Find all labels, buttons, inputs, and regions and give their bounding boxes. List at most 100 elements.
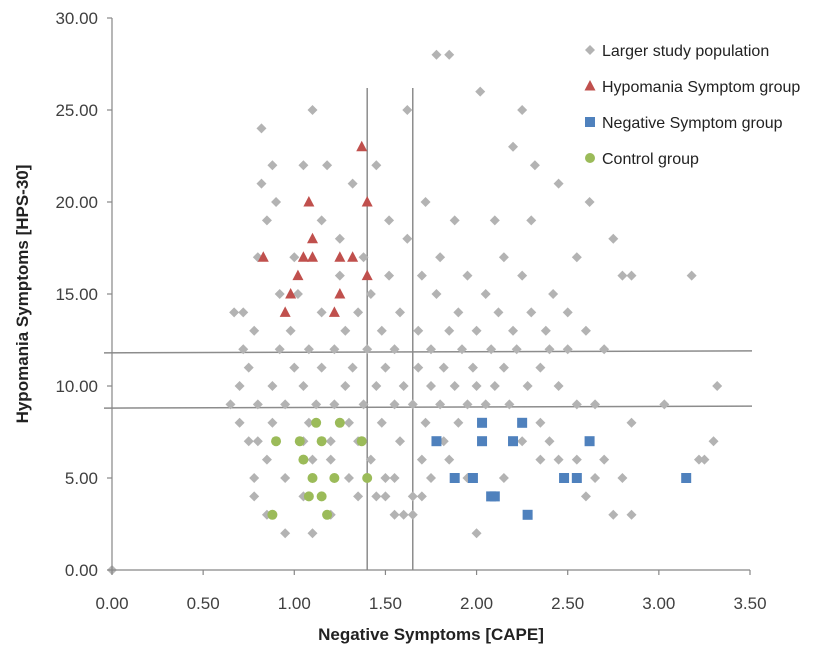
triangle-point [292,269,304,281]
x-tick-label: 2.00 [460,594,493,613]
diamond-point [590,399,601,410]
diamond-point [522,381,533,391]
diamond-point [693,454,704,465]
diamond-point [225,399,236,410]
diamond-point [471,528,482,539]
circle-point [356,436,367,447]
diamond-point [252,436,263,447]
diamond-point [249,491,260,502]
circle-point [322,509,333,520]
diamond-point [590,473,601,483]
square-point [571,473,582,483]
diamond-point [431,49,442,60]
diamond-point [365,454,376,465]
legend-label: Hypomania Symptom group [602,79,800,96]
diamond-point [626,509,637,520]
x-tick-label: 0.00 [95,594,128,613]
diamond-point [480,399,491,410]
legend-marker-diamond [585,45,595,55]
diamond-point [280,399,291,410]
diamond-point [407,491,418,502]
diamond-point [289,362,300,373]
y-tick-label: 30.00 [55,9,98,28]
diamond-point [343,473,354,483]
circle-point [298,454,309,465]
diamond-point [699,454,710,465]
diamond-point [449,381,460,391]
diamond-point [298,381,309,391]
diamond-point [420,417,431,428]
diamond-point [376,417,387,428]
diamond-point [249,325,260,336]
diamond-point [322,160,333,171]
diamond-point [334,270,345,281]
diamond-point [261,454,272,465]
diamond-point [508,141,519,152]
diamond-point [438,362,449,373]
diamond-point [708,436,719,447]
diamond-point [384,270,395,281]
x-tick-label: 0.50 [187,594,220,613]
x-tick-label: 1.00 [278,594,311,613]
square-point [431,436,442,447]
diamond-point [489,381,500,391]
diamond-point [444,325,455,336]
diamond-point [407,399,418,410]
diamond-point [274,344,285,355]
diamond-point [380,473,391,483]
diamond-point [416,491,427,502]
diamond-point [475,86,486,97]
legend-label: Larger study population [602,43,769,60]
diamond-point [329,399,340,410]
diamond-point [426,473,436,483]
diamond-point [580,491,591,502]
horizontal-reference-line [103,405,753,409]
x-axis-title: Negative Symptoms [CAPE] [318,625,544,644]
diamond-point [280,473,291,483]
diamond-point [517,270,528,281]
diamond-point [395,307,406,318]
horizontal-reference-line [103,350,753,354]
triangle-point [361,196,373,207]
diamond-point [553,381,564,391]
circle-point [303,491,314,502]
diamond-point [444,49,455,60]
diamond-point [380,362,391,373]
diamond-point [252,399,263,410]
diamond-point [462,399,473,410]
diamond-point [535,417,546,428]
diamond-point [316,307,327,318]
legend-label: Negative Symptom group [602,115,783,132]
diamond-point [267,381,278,391]
diamond-point [553,178,564,189]
diamond-point [325,436,336,447]
diamond-point [395,436,406,447]
diamond-point [376,325,387,336]
diamond-point [271,197,282,207]
diamond-point [599,454,610,465]
circle-point [329,473,340,483]
diamond-point [362,344,373,355]
square-point [584,436,595,447]
diamond-point [529,160,540,171]
diamond-point [498,362,509,373]
diamond-point [389,399,400,410]
diamond-point [571,252,582,263]
y-axis-title: Hypomania Symptoms [HPS-30] [13,165,32,424]
diamond-point [229,307,240,318]
diamond-point [526,215,537,226]
diamond-point [261,215,272,226]
diamond-point [402,105,413,115]
square-point [559,473,570,483]
y-tick-label: 20.00 [55,193,98,212]
diamond-point [508,325,519,336]
diamond-point [398,509,409,520]
diamond-point [511,344,522,355]
circle-point [271,436,282,447]
x-tick-label: 3.00 [642,594,675,613]
legend-label: Control group [602,151,699,168]
diamond-point [435,399,446,410]
diamond-point [548,289,559,299]
legend-marker-triangle [584,80,596,91]
diamond-point [471,325,482,336]
